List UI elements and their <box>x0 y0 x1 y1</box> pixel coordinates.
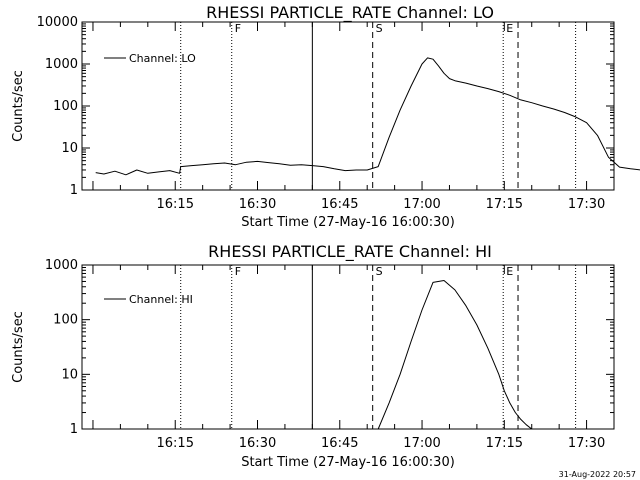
marker-label: E <box>506 265 513 278</box>
x-tick-label: 16:15 <box>157 436 194 451</box>
legend: Channel: HI <box>104 293 193 306</box>
y-tick-label: 1000 <box>45 258 78 273</box>
y-tick-label: 10000 <box>37 15 78 30</box>
x-axis-label: Start Time (27-May-16 16:00:30) <box>241 215 455 230</box>
y-axis-label: Counts/sec <box>11 70 26 142</box>
panel-hi: RHESSI PARTICLE_RATE Channel: HI F S E 1 10… <box>11 242 615 470</box>
chart-title: RHESSI PARTICLE_RATE Channel: HI <box>208 242 492 262</box>
x-tick-label: 16:45 <box>321 436 358 451</box>
y-tick-label: 100 <box>53 99 78 114</box>
marker-label: S <box>376 265 383 278</box>
legend: Channel: LO <box>104 52 196 65</box>
marker-label: E <box>506 22 513 35</box>
series-line <box>377 280 533 430</box>
x-tick-label: 17:00 <box>403 197 440 212</box>
x-ticks: 16:15 16:30 16:45 17:00 17:15 17:30 <box>92 265 615 451</box>
legend-label: Channel: LO <box>129 52 196 65</box>
plot-frame <box>81 264 615 430</box>
chart-title: RHESSI PARTICLE_RATE Channel: LO <box>206 3 494 23</box>
y-tick-label: 1000 <box>45 57 78 72</box>
x-tick-label: 17:00 <box>403 436 440 451</box>
series-group <box>377 280 533 430</box>
y-tick-label: 1 <box>70 183 78 198</box>
marker-label: F <box>235 22 241 35</box>
y-tick-label: 100 <box>53 313 78 328</box>
x-tick-label: 16:15 <box>157 197 194 212</box>
x-tick-label: 17:15 <box>486 436 523 451</box>
marker-label: S <box>376 22 383 35</box>
x-axis-label: Start Time (27-May-16 16:00:30) <box>241 455 455 470</box>
marker-label: F <box>235 265 241 278</box>
x-tick-label: 16:30 <box>239 197 276 212</box>
series-group <box>95 57 640 176</box>
x-ticks: 16:15 16:30 16:45 17:00 17:15 17:30 <box>92 22 615 212</box>
y-tick-label: 10 <box>61 141 78 156</box>
x-tick-label: 16:30 <box>239 436 276 451</box>
y-tick-label: 1 <box>70 422 78 437</box>
timestamp: 31-Aug-2022 20:57 <box>559 470 636 479</box>
y-tick-label: 10 <box>61 367 78 382</box>
panel-lo: RHESSI PARTICLE_RATE Channel: LO F S E 1 10… <box>11 3 640 230</box>
y-ticks: 1 10 100 1000 <box>45 258 614 437</box>
legend-label: Channel: HI <box>129 293 193 306</box>
x-tick-label: 17:30 <box>568 436 605 451</box>
plot-frame <box>81 21 615 191</box>
series-line <box>95 57 640 176</box>
x-tick-label: 17:30 <box>568 197 605 212</box>
x-tick-label: 16:45 <box>321 197 358 212</box>
y-axis-label: Counts/sec <box>11 311 26 383</box>
x-tick-label: 17:15 <box>486 197 523 212</box>
y-ticks: 1 10 100 1000 10000 <box>37 15 614 198</box>
